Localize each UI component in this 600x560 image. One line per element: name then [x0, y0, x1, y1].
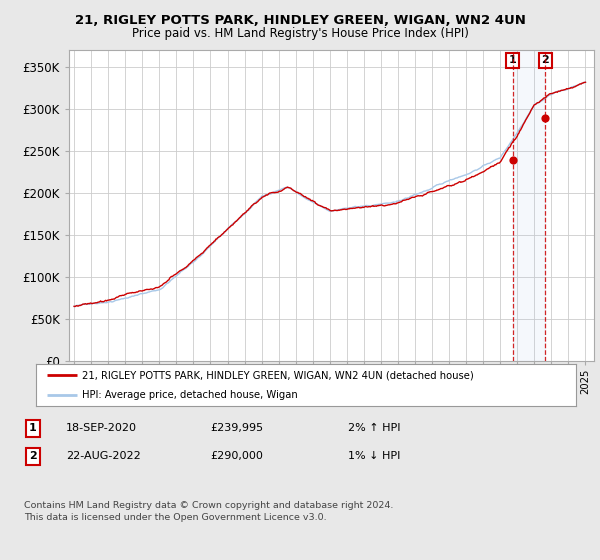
Text: 2: 2 [29, 451, 37, 461]
Text: 2% ↑ HPI: 2% ↑ HPI [348, 423, 401, 433]
Text: HPI: Average price, detached house, Wigan: HPI: Average price, detached house, Wiga… [82, 390, 298, 400]
Bar [512, 50, 545, 361]
Text: 1: 1 [29, 423, 37, 433]
Text: 2: 2 [541, 55, 549, 66]
Text: £239,995: £239,995 [210, 423, 263, 433]
Text: 18-SEP-2020: 18-SEP-2020 [66, 423, 137, 433]
Text: 22-AUG-2022: 22-AUG-2022 [66, 451, 141, 461]
Text: 21, RIGLEY POTTS PARK, HINDLEY GREEN, WIGAN, WN2 4UN: 21, RIGLEY POTTS PARK, HINDLEY GREEN, WI… [74, 14, 526, 27]
Text: 1% ↓ HPI: 1% ↓ HPI [348, 451, 400, 461]
Point [541, 113, 550, 122]
Point [508, 155, 517, 164]
Text: 1: 1 [509, 55, 517, 66]
Text: £290,000: £290,000 [210, 451, 263, 461]
Text: 21, RIGLEY POTTS PARK, HINDLEY GREEN, WIGAN, WN2 4UN (detached house): 21, RIGLEY POTTS PARK, HINDLEY GREEN, WI… [82, 370, 473, 380]
Text: Price paid vs. HM Land Registry's House Price Index (HPI): Price paid vs. HM Land Registry's House … [131, 27, 469, 40]
Text: Contains HM Land Registry data © Crown copyright and database right 2024.
This d: Contains HM Land Registry data © Crown c… [24, 501, 394, 522]
